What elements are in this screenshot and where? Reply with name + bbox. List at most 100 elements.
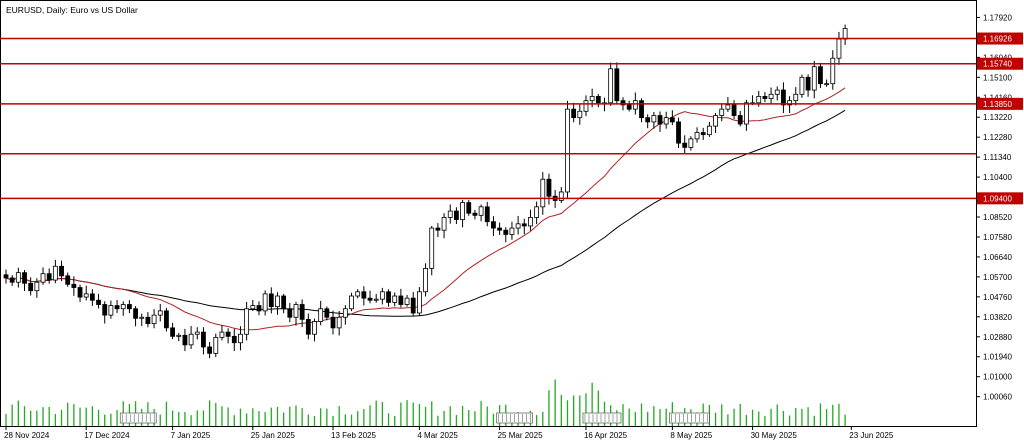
candle	[392, 292, 398, 307]
candle-body	[83, 293, 89, 298]
candle	[781, 82, 786, 114]
candle-body	[836, 38, 842, 59]
price-tick-label: 1.14160	[983, 93, 1012, 102]
price-tick-label: 1.11340	[983, 153, 1012, 162]
candle	[349, 292, 354, 312]
candle	[355, 289, 361, 299]
candle-body	[281, 295, 287, 310]
candle	[287, 302, 293, 323]
event-marker	[582, 412, 622, 424]
price-tag: 1.13850	[977, 97, 1023, 110]
candle	[534, 201, 540, 225]
candle-body	[398, 295, 404, 305]
candle	[669, 110, 675, 126]
candle-body	[521, 223, 527, 227]
candle-body	[312, 321, 317, 335]
candle-body	[719, 108, 725, 116]
candle	[423, 263, 428, 297]
candle	[268, 287, 274, 314]
candle	[139, 313, 145, 327]
candle-body	[9, 277, 15, 283]
price-tag-box	[977, 57, 1023, 70]
price-tag-box	[977, 192, 1023, 205]
candle	[52, 259, 58, 284]
candle-body	[127, 304, 132, 310]
time-tick-label: 16 Apr 2025	[584, 431, 628, 440]
candle-body	[170, 327, 175, 337]
candle-body	[799, 76, 805, 95]
candle-body	[429, 227, 435, 269]
candle	[318, 300, 324, 326]
candle	[558, 187, 564, 204]
candle-body	[589, 96, 595, 102]
candle	[59, 260, 64, 282]
candle	[386, 289, 391, 307]
candle-body	[299, 304, 305, 320]
candle-body	[423, 268, 428, 293]
candle-body	[416, 291, 422, 314]
candle	[293, 301, 299, 326]
candle-body	[558, 191, 564, 201]
candle-body	[688, 138, 694, 148]
candle-body	[108, 305, 114, 316]
candle-body	[349, 295, 354, 310]
candle	[102, 301, 108, 324]
candle	[818, 62, 823, 89]
candle-body	[355, 291, 361, 297]
candle	[225, 328, 231, 344]
candle	[694, 127, 700, 143]
candle-body	[639, 100, 644, 119]
candle-body	[3, 274, 9, 279]
candle-body	[324, 308, 330, 318]
candle-body	[725, 104, 731, 110]
candle	[46, 268, 52, 284]
candle-body	[534, 206, 540, 218]
candle	[657, 111, 663, 132]
candle-body	[213, 337, 219, 354]
candle	[299, 299, 305, 328]
candle-body	[540, 178, 546, 208]
candle	[799, 74, 805, 98]
candle-body	[793, 93, 799, 102]
candle	[719, 104, 725, 122]
candle-body	[34, 281, 40, 292]
candle-body	[768, 93, 774, 99]
candle-body	[787, 100, 792, 106]
candle-body	[89, 293, 95, 301]
time-tick-label: 17 Dec 2024	[84, 431, 130, 440]
candle	[762, 92, 768, 103]
moving-average-slow	[5, 109, 846, 317]
candle-body	[460, 202, 465, 220]
candle-body	[410, 297, 416, 314]
candle	[521, 218, 527, 235]
candle	[96, 293, 101, 309]
candle-body	[120, 304, 126, 310]
candle	[145, 312, 151, 328]
candle	[404, 294, 410, 307]
candle-body	[287, 308, 293, 318]
time-tick-label: 23 Jun 2025	[849, 431, 894, 440]
price-tick-label: 1.17920	[983, 13, 1012, 22]
candle-body	[478, 206, 484, 216]
time-axis: 28 Nov 2024 17 Dec 2024 7 Jan 2025 25 Jan 2…	[4, 426, 894, 440]
candle-body	[40, 273, 46, 283]
candle-body	[484, 206, 490, 223]
price-tag: 1.09400	[977, 192, 1023, 205]
candle	[305, 313, 311, 340]
candle	[108, 300, 114, 319]
horizontal-levels[interactable]	[0, 37, 976, 200]
candle	[164, 307, 169, 332]
event-marker-box	[582, 412, 622, 424]
candle	[176, 332, 182, 342]
candle	[706, 121, 712, 137]
candle-body	[669, 117, 675, 123]
candle-body	[392, 295, 398, 303]
event-marker-box	[669, 412, 710, 424]
candle	[207, 341, 213, 359]
candle	[324, 306, 330, 321]
time-tick-label: 25 Jan 2025	[251, 431, 296, 440]
candle	[250, 299, 256, 312]
price-tag-box	[977, 32, 1023, 45]
candle	[275, 292, 280, 315]
